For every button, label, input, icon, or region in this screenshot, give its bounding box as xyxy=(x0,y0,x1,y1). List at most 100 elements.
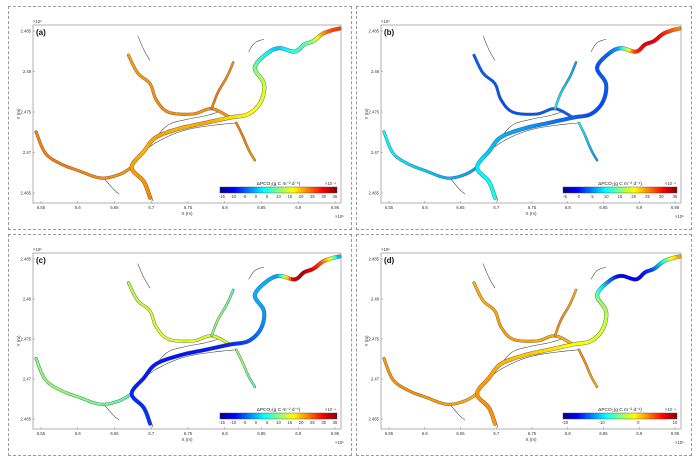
y-tick-label: 2.47 xyxy=(23,150,32,155)
colorbar-tick-label: -10 xyxy=(230,420,237,425)
tributary-channel xyxy=(553,288,578,337)
y-tick-label: 2.465 xyxy=(21,191,32,196)
y-tick-label: 2.47 xyxy=(23,377,32,382)
southwest-channel xyxy=(382,130,479,180)
colorbar-exponent: ×10⁻⁴ xyxy=(665,181,676,186)
x-tick-label: 6.75 xyxy=(184,431,193,436)
x-tick-label: 6.65 xyxy=(110,431,119,436)
channel-line xyxy=(500,338,562,365)
colorbar-tick-label: 25 xyxy=(310,420,315,425)
channel-line xyxy=(482,35,496,61)
north-channel xyxy=(126,53,232,120)
colorbar xyxy=(562,186,678,194)
colorbar-tick-label: 30 xyxy=(659,194,664,199)
y-tick-label: 2.485 xyxy=(21,29,32,34)
y-exponent: ×10⁵ xyxy=(381,247,390,252)
colorbar-tick-label: 30 xyxy=(321,420,326,425)
panel-a: (a) ×10⁵ ×10⁵ 2.485 2.48 2.475 2.47 2.465 6.55 6.… xyxy=(8,6,352,230)
colorbar-tick-label: 10 xyxy=(276,194,281,199)
main-channel xyxy=(474,26,682,200)
colorbar-tick-label: 25 xyxy=(310,194,315,199)
x-tick-label: 6.85 xyxy=(257,205,266,210)
x-axis-label: X (m) xyxy=(526,437,537,442)
x-tick-label: 6.8 xyxy=(222,431,228,436)
x-tick-label: 6.7 xyxy=(148,431,154,436)
colorbar-exponent: ×10⁻⁴ xyxy=(665,407,676,412)
river-network xyxy=(382,26,682,202)
channel-line xyxy=(449,404,466,421)
y-tick-label: 2.485 xyxy=(369,29,380,34)
channel-line xyxy=(143,349,237,379)
x-exponent: ×10⁵ xyxy=(335,440,344,445)
channel-line xyxy=(137,263,151,289)
y-tick-label: 2.465 xyxy=(369,417,380,422)
x-tick-label: 6.8 xyxy=(565,205,571,210)
x-exponent: ×10⁵ xyxy=(675,214,684,219)
main-channel xyxy=(129,26,342,200)
y-tick-label: 2.475 xyxy=(369,337,380,342)
x-tick-label: 6.95 xyxy=(331,205,340,210)
y-tick-label: 2.485 xyxy=(369,257,380,262)
channel-line xyxy=(137,35,151,61)
colorbar-tick-label: 5 xyxy=(591,194,594,199)
y-tick-label: 2.47 xyxy=(371,377,380,382)
colorbar-tick-label: 0 xyxy=(637,420,640,425)
panel-label: (d) xyxy=(384,256,395,265)
colorbar-tick-label: 35 xyxy=(673,194,678,199)
x-tick-label: 6.85 xyxy=(257,431,266,436)
y-tick-label: 2.465 xyxy=(21,417,32,422)
x-tick-label: 6.55 xyxy=(37,431,46,436)
x-tick-label: 6.55 xyxy=(385,431,394,436)
colorbar xyxy=(219,186,338,194)
river-network xyxy=(34,26,342,202)
channel-line xyxy=(103,404,120,421)
river-network xyxy=(34,254,342,428)
y-tick-label: 2.475 xyxy=(21,110,32,115)
y-exponent: ×10⁵ xyxy=(33,19,42,24)
channel-line xyxy=(248,38,265,52)
x-tick-label: 6.9 xyxy=(636,205,642,210)
y-tick-label: 2.475 xyxy=(369,110,380,115)
y-tick-label: 2.47 xyxy=(371,150,380,155)
colorbar-tick-label: 5 xyxy=(266,420,269,425)
x-tick-label: 6.55 xyxy=(385,205,394,210)
x-axis-label: X (m) xyxy=(182,437,193,442)
x-tick-label: 6.8 xyxy=(222,205,228,210)
colorbar-title: ΔPCO₂(g C m⁻² d⁻¹) xyxy=(257,407,301,413)
colorbar-tick-label: 0 xyxy=(255,194,258,199)
x-tick-label: 6.9 xyxy=(636,431,642,436)
colorbar-tick-label: 30 xyxy=(321,194,326,199)
x-tick-label: 6.9 xyxy=(295,205,301,210)
colorbar-tick-label: -5 xyxy=(563,194,567,199)
colorbar-tick-label: 35 xyxy=(333,420,338,425)
x-tick-label: 6.6 xyxy=(422,431,428,436)
channel-line xyxy=(248,266,265,280)
colorbar-tick-label: 10 xyxy=(673,420,678,425)
y-axis-label: Y (m) xyxy=(364,108,369,119)
colorbar-tick-label: 15 xyxy=(618,194,623,199)
tributary-channel xyxy=(210,288,235,337)
channel-line xyxy=(488,349,580,379)
colorbar-tick-label: 0 xyxy=(255,420,258,425)
channel-line xyxy=(103,177,120,195)
y-axis-label: Y (m) xyxy=(16,108,21,119)
x-tick-label: 6.75 xyxy=(528,205,537,210)
colorbar-tick-label: 20 xyxy=(299,194,304,199)
colorbar-title: ΔPCO₂(g C m⁻² d⁻¹) xyxy=(257,181,301,187)
tributary-channel xyxy=(210,61,235,110)
colorbar-tick-label: 5 xyxy=(266,194,269,199)
x-tick-label: 6.75 xyxy=(184,205,193,210)
colorbar-tick-label: 25 xyxy=(645,194,650,199)
x-tick-label: 6.65 xyxy=(110,205,119,210)
x-tick-label: 6.6 xyxy=(75,205,81,210)
x-exponent: ×10⁵ xyxy=(335,214,344,219)
x-tick-label: 6.7 xyxy=(493,205,499,210)
panel-d: (d) ×10⁵ ×10⁵ 2.485 2.48 2.475 2.47 2.465 6.55 6.… xyxy=(356,234,692,456)
colorbar-exponent: ×10⁻⁴ xyxy=(325,181,336,186)
colorbar-tick-label: 10 xyxy=(276,420,281,425)
tributary-channel xyxy=(553,61,578,110)
channel-line xyxy=(155,111,218,138)
x-tick-label: 6.7 xyxy=(493,431,499,436)
